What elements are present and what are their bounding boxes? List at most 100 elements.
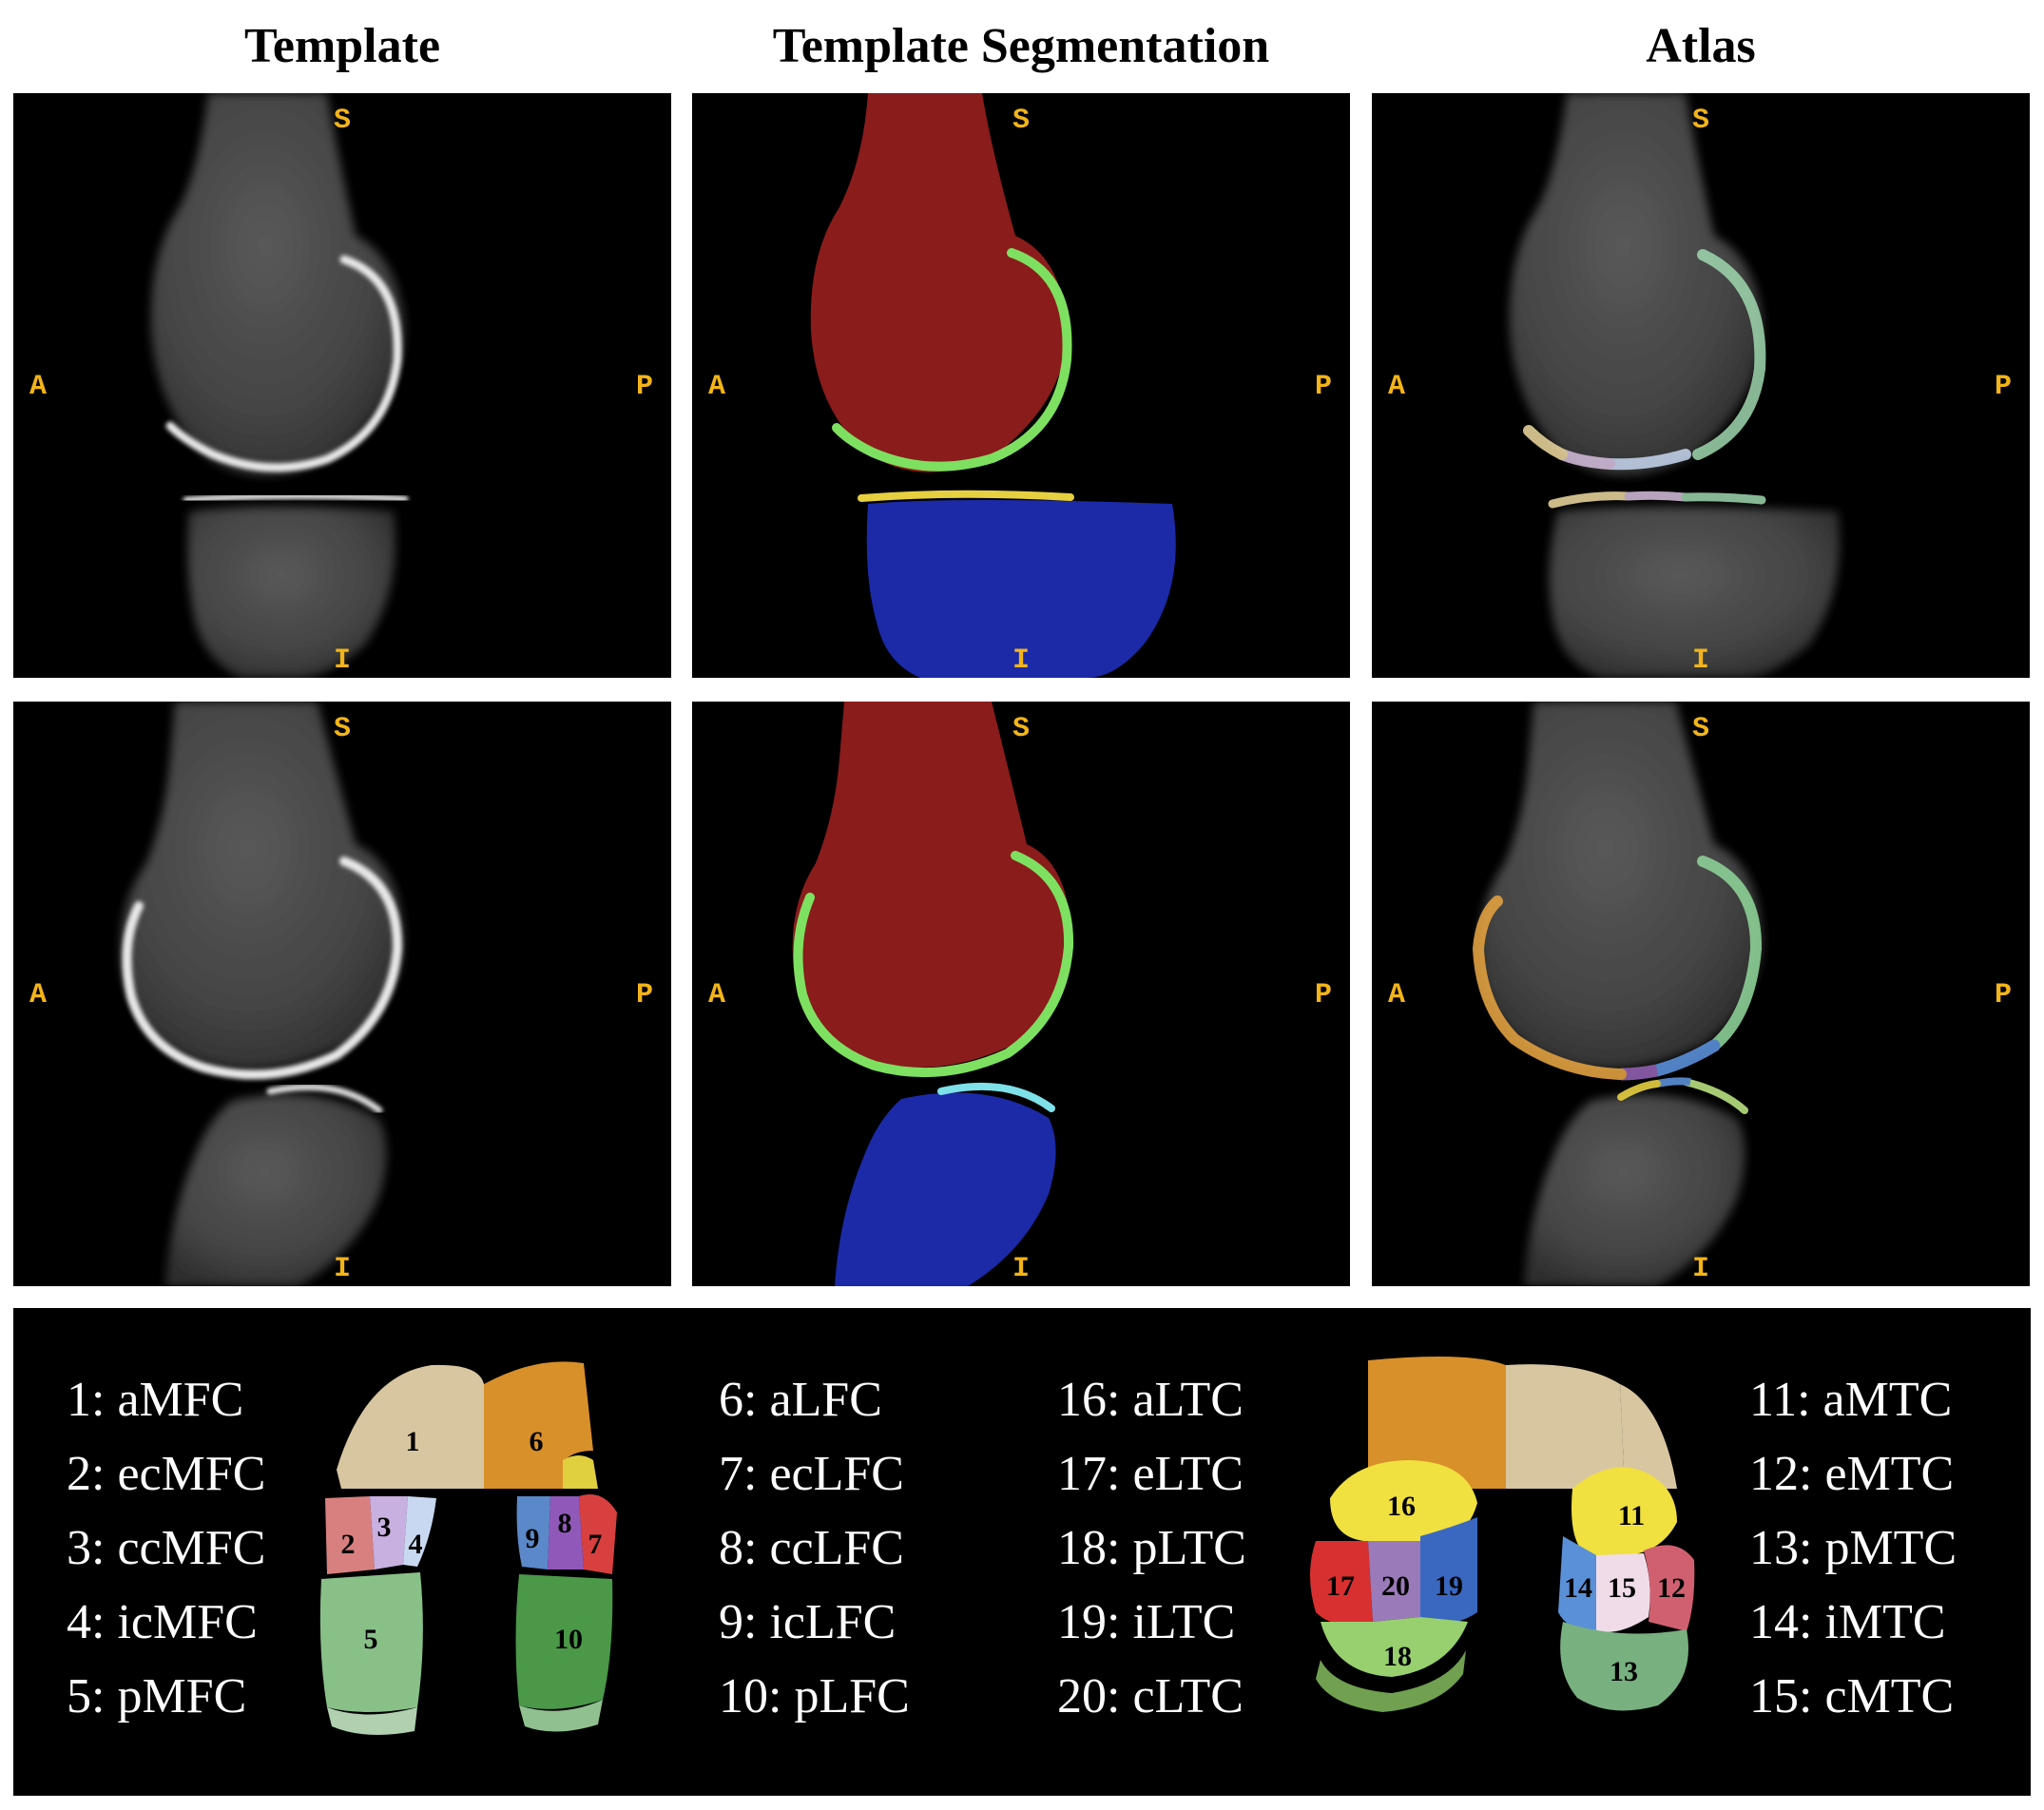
femoral-cartilage: [122, 857, 403, 1080]
orientation-posterior: P: [1315, 979, 1332, 1011]
orientation-anterior: A: [29, 979, 47, 1011]
orientation-posterior: P: [1995, 371, 2012, 403]
orientation-inferior: I: [1692, 1253, 1709, 1285]
femur-cartilage-3d-model: 1 2 3 4 5 6 7 8 9 10: [319, 1361, 617, 1735]
region-15: [1596, 1553, 1650, 1632]
region-8: [548, 1496, 584, 1569]
legend-item: 17: eLTC: [1057, 1447, 1244, 1501]
tibial-cartilage: [183, 492, 409, 504]
region-label-9: 9: [526, 1523, 540, 1554]
region-label-19: 19: [1435, 1570, 1463, 1602]
region-legend-panel: 1: aMFC 2: ecMFC 3: ccMFC 4: icMFC 5: pM…: [13, 1308, 2031, 1796]
legend-item: 20: cLTC: [1057, 1669, 1244, 1723]
legend-item: 19: iLTC: [1057, 1595, 1236, 1649]
atlas-cartilage-regions: [1472, 856, 1763, 1114]
legend-item: 10: pLFC: [719, 1669, 910, 1723]
orientation-superior: S: [1692, 713, 1709, 745]
region-12: [1644, 1545, 1695, 1631]
orientation-superior: S: [1692, 105, 1709, 137]
region-20: [1368, 1541, 1420, 1622]
panel-template-sagittal-2: S I A P: [13, 702, 671, 1286]
region-19: [1420, 1517, 1477, 1624]
column-title-atlas: Atlas: [1646, 19, 1756, 73]
region-label-8: 8: [558, 1508, 572, 1539]
orientation-anterior: A: [1388, 371, 1405, 403]
panel-atlas-sagittal-2: S I A P: [1372, 702, 2030, 1286]
legend-item: 11: aMTC: [1749, 1373, 1953, 1427]
femoral-cartilage: [165, 255, 402, 472]
region-label-4: 4: [409, 1529, 423, 1560]
region-3: [370, 1496, 408, 1569]
region-13: [1560, 1622, 1688, 1711]
orientation-superior: S: [1012, 105, 1030, 137]
region-5: [319, 1572, 423, 1712]
legend-item: 1: aMFC: [67, 1373, 244, 1427]
legend-item: 8: ccLFC: [719, 1521, 904, 1575]
region-6: [484, 1361, 593, 1489]
panel-atlas-sagittal-1: S I A P: [1372, 93, 2030, 678]
region-label-15: 15: [1608, 1572, 1636, 1604]
orientation-anterior: A: [708, 371, 725, 403]
orientation-superior: S: [334, 713, 351, 745]
femur-segmentation: [810, 93, 1067, 472]
region-label-2: 2: [341, 1529, 356, 1560]
region-label-16: 16: [1387, 1491, 1416, 1522]
orientation-posterior: P: [1315, 371, 1332, 403]
tibia-shape: [187, 507, 395, 678]
region-label-18: 18: [1383, 1641, 1412, 1672]
region-label-14: 14: [1564, 1572, 1592, 1604]
legend-item: 7: ecLFC: [719, 1447, 904, 1501]
legend-item: 15: cMTC: [1749, 1669, 1955, 1723]
region-label-7: 7: [588, 1529, 603, 1560]
femur-shape: [150, 93, 405, 476]
region-11: [1572, 1467, 1677, 1555]
legend-medial-tibial: 11: aMTC 12: eMTC 13: pMTC 14: iMTC 15: …: [1749, 1363, 1957, 1734]
orientation-superior: S: [1012, 713, 1030, 745]
column-title-template-segmentation: Template Segmentation: [772, 19, 1270, 73]
region-7: [579, 1494, 617, 1574]
panel-template-sagittal-1: S I A P: [13, 93, 671, 678]
region-4: [403, 1496, 436, 1567]
region-7-top: [563, 1455, 598, 1489]
region-label-3: 3: [377, 1512, 392, 1543]
tibia-segmentation: [866, 500, 1176, 678]
orientation-inferior: I: [1012, 1253, 1030, 1285]
femoral-cartilage-segmentation: [832, 248, 1072, 472]
orientation-inferior: I: [1012, 645, 1030, 677]
legend-lateral-tibial: 16: aLTC 17: eLTC 18: pLTC 19: iLTC 20: …: [1057, 1363, 1246, 1734]
orientation-posterior: P: [1995, 979, 2012, 1011]
orientation-posterior: P: [636, 979, 653, 1011]
region-label-12: 12: [1657, 1572, 1686, 1604]
legend-item: 5: pMFC: [67, 1669, 247, 1723]
orientation-inferior: I: [1692, 645, 1709, 677]
legend-item: 6: aLFC: [719, 1373, 882, 1427]
panel-segmentation-sagittal-2: S I A P: [692, 702, 1350, 1286]
orientation-anterior: A: [29, 371, 47, 403]
region-label-1: 1: [406, 1426, 420, 1457]
region-label-13: 13: [1610, 1656, 1638, 1687]
region-1: [337, 1364, 484, 1489]
region-label-6: 6: [530, 1426, 544, 1457]
tibia-cartilage-3d-model: 11 12 13 14 15 16 17 18 19 20: [1310, 1357, 1695, 1712]
region-label-10: 10: [554, 1624, 583, 1655]
legend-item: 4: icMFC: [67, 1595, 258, 1649]
tibial-cartilage-segmentation: [858, 490, 1074, 502]
region-11-top: [1506, 1364, 1625, 1489]
orientation-inferior: I: [334, 1253, 351, 1285]
orientation-anterior: A: [1388, 979, 1405, 1011]
column-title-template: Template: [243, 19, 441, 73]
legend-item: 18: pLTC: [1057, 1521, 1246, 1575]
legend-item: 13: pMTC: [1749, 1521, 1957, 1575]
region-10: [515, 1574, 613, 1709]
region-18: [1321, 1617, 1468, 1677]
legend-item: 12: eMTC: [1749, 1447, 1955, 1501]
region-2: [325, 1496, 375, 1574]
region-14: [1558, 1536, 1596, 1631]
region-label-5: 5: [364, 1624, 378, 1655]
legend-item: 2: ecMFC: [67, 1447, 266, 1501]
region-label-11: 11: [1618, 1500, 1645, 1531]
atlas-cartilage-regions: [1523, 249, 1766, 509]
orientation-anterior: A: [708, 979, 725, 1011]
legend-item: 9: icLFC: [719, 1595, 897, 1649]
region-9: [516, 1496, 550, 1569]
